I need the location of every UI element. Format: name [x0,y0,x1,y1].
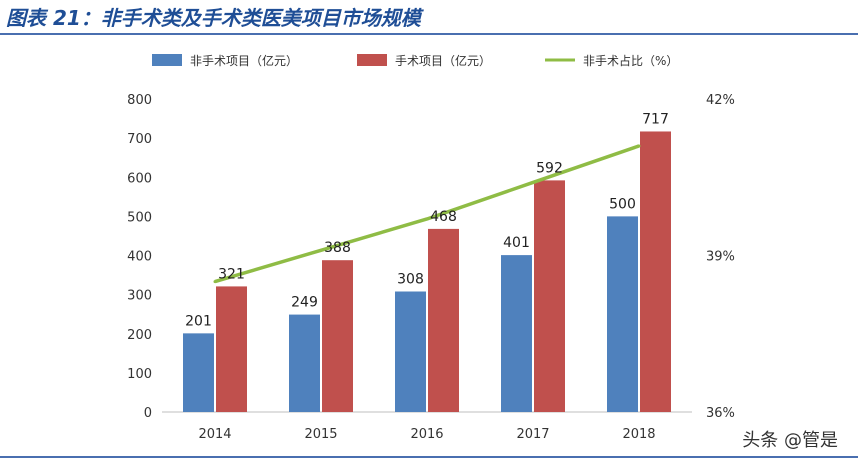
x-tick-label: 2016 [410,427,443,442]
y-right-tick-label: 42% [706,93,735,108]
chart-legend: 非手术项目（亿元） 手术项目（亿元） 非手术占比（%） [152,53,678,68]
bottom-divider [0,456,858,458]
y-left-tick-label: 0 [144,406,152,421]
legend-swatch [357,54,387,66]
bar [501,255,532,412]
bar [322,260,353,412]
bar-data-label: 592 [536,160,563,176]
line-point [425,217,429,221]
share-line [214,144,640,284]
bar-data-label: 500 [609,196,636,212]
bar [395,291,426,412]
line-point [319,248,323,252]
y-left-tick-label: 600 [127,171,152,186]
bar-data-label: 321 [218,266,245,282]
bar [289,314,320,412]
x-tick-label: 2017 [516,427,549,442]
bar-data-label: 249 [291,295,318,311]
x-tick-label: 2014 [198,427,231,442]
bar-data-label: 401 [503,235,530,251]
line-point [531,180,535,184]
line-point [213,280,217,284]
y-left-tick-label: 300 [127,289,152,304]
chart-bars [183,131,671,412]
bar-data-label: 468 [430,209,457,225]
y-left-tick-label: 700 [127,132,152,147]
chart-data-labels: 201 249 308 401 500 321 388 468 592 717 [185,111,669,329]
legend-swatch [152,54,182,66]
line-point [637,144,641,148]
bar-data-label: 201 [185,313,212,329]
bar [640,131,671,412]
x-tick-label: 2015 [304,427,337,442]
chart-axes: 0 100 200 300 400 500 600 700 800 36% 39% 42% 2014 20… [127,93,735,442]
bar [534,180,565,412]
y-right-tick-label: 36% [706,406,735,421]
title-divider [0,33,858,35]
legend-label: 非手术项目（亿元） [190,53,298,68]
legend-label: 非手术占比（%） [583,53,678,68]
bar [607,216,638,412]
y-left-tick-label: 400 [127,250,152,265]
bar-data-label: 388 [324,240,351,256]
chart-line [213,144,641,284]
watermark: 头条 @管是 [742,430,838,451]
legend-label: 手术项目（亿元） [395,53,491,68]
bar-data-label: 308 [397,271,424,287]
y-right-tick-label: 39% [706,250,735,265]
x-tick-label: 2018 [622,427,655,442]
y-left-tick-label: 100 [127,367,152,382]
bar [216,286,247,412]
y-left-tick-label: 800 [127,93,152,108]
y-left-tick-label: 200 [127,328,152,343]
bar [183,333,214,412]
bar-data-label: 717 [642,111,669,127]
bar [428,228,459,412]
figure-title: 图表 21：非手术类及手术类医美项目市场规模 [6,6,421,30]
y-left-tick-label: 500 [127,210,152,225]
